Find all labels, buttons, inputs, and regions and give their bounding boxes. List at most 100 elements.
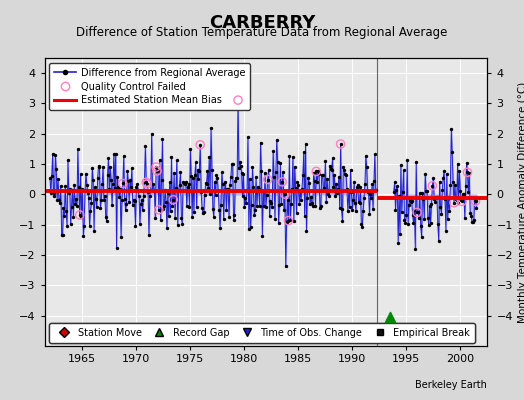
Point [260,203,268,209]
Point [178,221,187,227]
Point [137,197,146,203]
Point [109,180,117,187]
Point [432,194,440,200]
Point [92,196,100,202]
Point [471,196,479,203]
Point [137,201,145,207]
Point [246,224,255,230]
Point [330,171,339,178]
Point [356,184,365,190]
Point [122,207,130,214]
Point [316,205,324,212]
Point [340,167,348,173]
Point [250,212,258,218]
Point [176,169,184,175]
Point [57,183,65,190]
Point [430,196,439,202]
Point [148,186,157,193]
Point [101,193,109,199]
Point [300,212,309,219]
Point [434,238,443,244]
Point [323,176,331,182]
Point [368,181,376,187]
Point [422,188,430,194]
Point [125,199,133,205]
Point [160,202,168,209]
Point [158,136,167,142]
Point [107,177,115,183]
Point [232,175,241,181]
Point [355,200,364,206]
Point [195,167,203,174]
Point [397,162,405,168]
Point [265,213,274,220]
Point [112,245,121,251]
Text: CARBERRY: CARBERRY [209,14,315,32]
Point [154,167,162,174]
Point [326,166,335,172]
Point [196,142,204,148]
Point [83,182,91,188]
Point [295,201,303,207]
Point [363,164,371,171]
Point [281,263,290,270]
Point [124,178,133,184]
Point [451,182,459,188]
Point [59,205,68,212]
Point [261,169,269,176]
Point [409,220,418,226]
Point [269,148,277,155]
Point [176,182,184,188]
Point [406,197,414,204]
Point [258,232,267,239]
Point [439,175,447,181]
Point [329,184,337,190]
Point [310,178,319,184]
Point [350,179,358,185]
Point [230,217,238,223]
Point [470,217,478,223]
Point [412,159,420,166]
Point [169,196,178,203]
Point [450,200,458,206]
Point [290,164,299,170]
Point [241,195,249,201]
Point [162,199,170,206]
Point [281,191,289,197]
Point [351,200,359,206]
Point [187,172,195,179]
Point [63,222,71,229]
Point [246,176,254,182]
Point [288,186,296,192]
Point [47,190,55,196]
Point [428,182,436,189]
Point [401,220,410,226]
Point [231,178,239,184]
Point [77,214,85,221]
Point [222,207,231,214]
Point [302,228,311,234]
Point [206,190,214,197]
Point [275,202,283,208]
Point [223,186,232,192]
Point [192,204,201,210]
Point [313,178,321,185]
Point [399,167,408,174]
Point [86,208,95,214]
Point [240,204,248,210]
Point [312,168,321,175]
Point [85,222,94,229]
Point [418,190,427,196]
Point [216,225,224,231]
Point [268,204,277,210]
Point [452,196,460,202]
Point [130,198,139,204]
Point [461,215,469,222]
Point [116,186,124,192]
Point [87,200,95,207]
Point [405,202,413,208]
Legend: Station Move, Record Gap, Time of Obs. Change, Empirical Break: Station Move, Record Gap, Time of Obs. C… [49,323,475,342]
Point [318,172,326,178]
Point [347,189,356,195]
Point [404,221,412,227]
